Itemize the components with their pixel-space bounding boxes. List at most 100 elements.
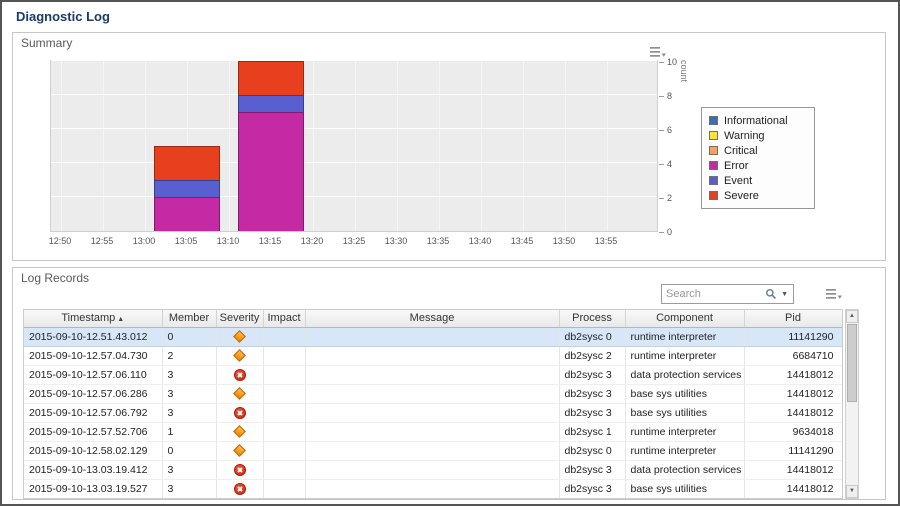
cell-process: db2sysc 3 — [559, 403, 626, 423]
cell-process: db2sysc 3 — [559, 460, 626, 480]
cell-message — [305, 403, 560, 423]
chart-y-axis-title: count — [679, 60, 689, 83]
severity-warning-icon — [233, 425, 246, 439]
column-header-message[interactable]: Message — [305, 310, 560, 328]
cell-timestamp: 2015-09-10-12.57.06.286 — [24, 384, 163, 404]
search-dropdown-icon[interactable]: ▼ — [781, 290, 788, 298]
cell-component: base sys utilities — [625, 479, 745, 498]
bar-segment-severe[interactable] — [154, 146, 220, 180]
severity-error-icon — [233, 463, 246, 476]
legend-item-event: Event — [709, 173, 807, 188]
cell-message — [305, 365, 560, 385]
table-row[interactable]: 2015-09-10-13.03.19.527 3 db2sysc 3 base sy… — [24, 479, 842, 498]
cell-severity — [216, 346, 264, 366]
cell-member: 3 — [162, 460, 217, 480]
cell-timestamp: 2015-09-10-12.57.06.110 — [24, 365, 163, 385]
legend-swatch — [709, 131, 718, 140]
cell-timestamp: 2015-09-10-12.58.02.129 — [24, 441, 163, 461]
legend-label: Warning — [724, 129, 765, 142]
chart-options-icon[interactable] — [649, 45, 667, 59]
gridline — [51, 128, 657, 129]
x-tick-label: 13:35 — [426, 236, 450, 246]
cell-process: db2sysc 1 — [559, 422, 626, 442]
cell-impact — [263, 422, 306, 442]
table-row[interactable]: 2015-09-10-12.57.06.286 3 db2sysc 3 base sy… — [24, 384, 842, 404]
gridline-vertical — [313, 61, 314, 231]
bar-segment-event[interactable] — [154, 180, 220, 197]
cell-member: 2 — [162, 346, 217, 366]
table-row[interactable]: 2015-09-10-12.57.04.730 2 db2sysc 2 runtime… — [24, 346, 842, 366]
log-records-panel-title: Log Records — [21, 271, 90, 285]
column-header-impact[interactable]: Impact — [263, 310, 306, 328]
legend-item-warning: Warning — [709, 128, 807, 143]
legend-item-informational: Informational — [709, 113, 807, 128]
search-icon[interactable] — [763, 288, 779, 300]
scrollbar-thumb[interactable] — [847, 324, 857, 402]
cell-severity — [216, 384, 264, 404]
bar-segment-error[interactable] — [154, 197, 220, 231]
cell-timestamp: 2015-09-10-13.03.19.412 — [24, 460, 163, 480]
summary-panel-title: Summary — [21, 36, 73, 50]
cell-pid: 11141290 — [744, 327, 842, 347]
cell-member: 1 — [162, 422, 217, 442]
x-tick-label: 13:55 — [594, 236, 618, 246]
cell-pid: 9634018 — [744, 422, 842, 442]
cell-member: 0 — [162, 327, 217, 347]
cell-severity — [216, 365, 264, 385]
stacked-bar-1305[interactable] — [154, 146, 220, 231]
grid-options-icon[interactable] — [825, 287, 843, 301]
gridline-vertical — [439, 61, 440, 231]
gridline — [51, 196, 657, 197]
log-table: Timestamp ▲ Member Severity Impact Message Pr… — [23, 309, 843, 499]
cell-severity — [216, 441, 264, 461]
table-row[interactable]: 2015-09-10-12.57.06.792 3 db2sysc 3 base sy… — [24, 403, 842, 423]
cell-member: 0 — [162, 441, 217, 461]
table-row[interactable]: 2015-09-10-12.57.06.110 3 db2sysc 3 data pr… — [24, 365, 842, 385]
x-tick-label: 13:45 — [510, 236, 534, 246]
cell-timestamp: 2015-09-10-12.57.04.730 — [24, 346, 163, 366]
cell-member: 3 — [162, 479, 217, 498]
chart-legend: Informational Warning Critical Error Event Se… — [701, 107, 815, 209]
bar-segment-error[interactable] — [238, 112, 304, 231]
bar-segment-event[interactable] — [238, 95, 304, 112]
cell-impact — [263, 441, 306, 461]
cell-message — [305, 460, 560, 480]
gridline-vertical — [397, 61, 398, 231]
cell-pid: 14418012 — [744, 479, 842, 498]
search-input[interactable] — [662, 288, 764, 300]
table-row[interactable]: 2015-09-10-12.58.02.129 0 db2sysc 0 runtime… — [24, 441, 842, 461]
cell-component: base sys utilities — [625, 384, 745, 404]
gridline-vertical — [145, 61, 146, 231]
column-header-timestamp[interactable]: Timestamp ▲ — [24, 310, 163, 328]
column-header-member[interactable]: Member — [162, 310, 217, 328]
column-header-pid[interactable]: Pid — [744, 310, 842, 328]
y-tick-label: 4 — [658, 159, 673, 169]
x-tick-label: 13:05 — [174, 236, 198, 246]
cell-pid: 14418012 — [744, 365, 842, 385]
severity-warning-icon — [233, 444, 246, 458]
cell-pid: 6684710 — [744, 346, 842, 366]
column-header-severity[interactable]: Severity — [216, 310, 264, 328]
scroll-down-button[interactable]: ▼ — [846, 485, 858, 498]
legend-swatch — [709, 146, 718, 155]
column-header-component[interactable]: Component — [625, 310, 745, 328]
scroll-up-button[interactable]: ▲ — [846, 310, 858, 323]
cell-timestamp: 2015-09-10-12.51.43.012 — [24, 327, 163, 347]
stacked-bar-1315[interactable] — [238, 61, 304, 231]
table-row[interactable]: 2015-09-10-12.51.43.012 0 db2sysc 0 runtime… — [24, 327, 842, 347]
legend-label: Critical — [724, 144, 758, 157]
table-row[interactable]: 2015-09-10-13.03.19.412 3 db2sysc 3 data pr… — [24, 460, 842, 480]
column-header-process[interactable]: Process — [559, 310, 626, 328]
cell-message — [305, 327, 560, 347]
x-tick-label: 13:15 — [258, 236, 282, 246]
severity-warning-icon — [233, 387, 246, 401]
x-tick-label: 13:50 — [552, 236, 576, 246]
table-row[interactable]: 2015-09-10-12.57.52.706 1 db2sysc 1 runtime… — [24, 422, 842, 442]
search-box: ▼ — [661, 284, 794, 304]
x-tick-label: 13:40 — [468, 236, 492, 246]
bar-segment-severe[interactable] — [238, 61, 304, 95]
vertical-scrollbar[interactable]: ▲ ▼ — [845, 309, 859, 499]
gridline — [51, 60, 657, 61]
x-tick-label: 13:20 — [300, 236, 324, 246]
